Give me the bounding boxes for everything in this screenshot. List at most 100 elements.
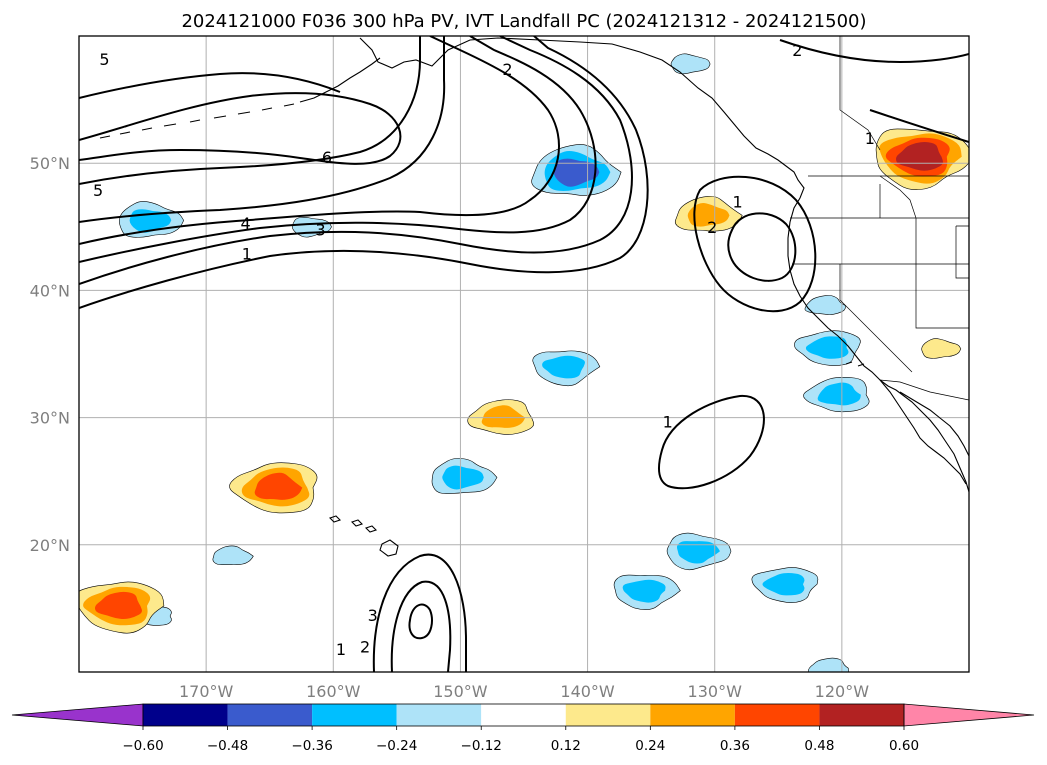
colorbar-segment: [819, 704, 904, 726]
colorbar-tick-label: −0.24: [376, 738, 417, 754]
contour-line-lowest: [79, 36, 649, 309]
contour-label: 1: [336, 640, 346, 659]
positive-pv-anomaly: [79, 581, 165, 634]
lat-tick-label: 30°N: [30, 409, 70, 428]
pv-anomaly-level-2: [622, 579, 666, 603]
negative-pv-anomaly: [808, 657, 849, 672]
negative-pv-anomaly: [119, 201, 185, 238]
contour-line-2-large: [79, 36, 597, 263]
colorbar-tick-label: −0.36: [291, 738, 332, 754]
pv-anomaly-level-1: [808, 657, 849, 672]
contour-ring-1-pacific-nw: [693, 175, 817, 313]
negative-pv-anomaly: [532, 350, 601, 387]
north-america-coast: [359, 37, 969, 493]
colorbar-tick-labels: −0.60 −0.48 −0.36 −0.24 −0.12 0.12 0.24 0.36 0.4…: [122, 726, 919, 754]
contour-label: 1: [242, 245, 252, 264]
pv-anomaly-level-1: [921, 338, 962, 359]
negative-pv-anomaly: [804, 295, 846, 315]
colorbar-tick-label: −0.12: [461, 738, 502, 754]
colorbar-segment: [650, 704, 735, 726]
colorbar: [11, 703, 1035, 727]
colorbar-segment: [481, 704, 566, 726]
negative-pv-anomaly: [613, 574, 681, 610]
idaho-border: [879, 175, 969, 329]
longitude-tick-labels: 170°W 160°W 150°W 140°W 130°W 120°W: [179, 682, 869, 701]
contour-label: 3: [368, 606, 378, 625]
us-mexico-border: [879, 379, 969, 401]
contour-label: 2: [502, 60, 512, 79]
gridlines: [79, 36, 969, 672]
contour-label: 1: [663, 412, 673, 431]
lat-tick-label: 50°N: [30, 154, 70, 173]
contour-line-5: [79, 36, 421, 185]
positive-pv-anomaly: [467, 399, 534, 435]
contour-line-3-large: [79, 36, 560, 245]
colorbar-segment: [734, 704, 820, 726]
contour-line-4: [79, 36, 446, 223]
contour-line-5-top: [79, 72, 341, 99]
positive-pv-anomaly: [674, 195, 743, 232]
lon-tick-label: 120°W: [815, 682, 870, 701]
colorbar-segment: [565, 704, 651, 726]
contour-label: 2: [707, 218, 717, 237]
colorbar-segment: [312, 704, 397, 726]
negative-pv-anomaly: [531, 144, 622, 196]
hawaiian-islands: [328, 515, 399, 557]
pv-anomaly-fills: [79, 53, 969, 672]
contour-ring-2-south: [390, 580, 452, 672]
alaska-peninsula-coast: [299, 57, 381, 103]
aleutian-islands: [99, 103, 295, 139]
lat-tick-label: 20°N: [30, 536, 70, 555]
pv-anomaly-level-2: [817, 382, 861, 406]
montana-border: [955, 225, 969, 279]
pv-anomaly-level-1: [212, 545, 254, 566]
channel-islands: [845, 361, 865, 367]
contour-ring-3-south: [408, 603, 433, 640]
pv-anomaly-level-2: [676, 541, 720, 564]
pv-anomaly-level-3: [94, 591, 142, 619]
pv-anomaly-level-3: [254, 472, 303, 500]
lat-tick-label: 40°N: [30, 281, 70, 300]
baja-california-coast: [879, 379, 967, 485]
contour-label: 1: [865, 129, 875, 148]
contour-label: 2: [360, 638, 370, 657]
colorbar-tick-label: 0.12: [551, 738, 581, 754]
colorbar-segment: [396, 704, 482, 726]
colorbar-tick-label: −0.48: [207, 738, 248, 754]
lon-tick-label: 130°W: [688, 682, 743, 701]
figure-title: 2024121000 F036 300 hPa PV, IVT Landfall…: [181, 11, 866, 32]
lon-tick-label: 170°W: [179, 682, 234, 701]
pv-anomaly-level-2: [762, 573, 805, 596]
colorbar-extend-low: [11, 703, 144, 727]
colorbar-tick-label: 0.36: [720, 738, 750, 754]
negative-pv-anomaly: [212, 545, 254, 566]
gulf-of-california-coast: [899, 391, 969, 457]
contour-label: 2: [792, 41, 802, 60]
negative-pv-anomaly: [431, 458, 498, 494]
map-frame: [78, 35, 970, 673]
pv-anomaly-level-2: [687, 203, 730, 227]
colorbar-tick-label: 0.24: [635, 738, 665, 754]
colorbar-outline: [142, 703, 905, 727]
pv-anomaly-level-2: [481, 405, 526, 428]
political-borders: [790, 36, 969, 401]
contour-line-2-northeast: [779, 39, 969, 64]
oregon-washington-border: [790, 184, 969, 219]
colorbar-segment: [143, 704, 228, 726]
colorbar-segment: [227, 704, 313, 726]
contour-line-1-large: [79, 36, 633, 285]
positive-pv-anomaly: [875, 128, 969, 190]
lon-tick-label: 150°W: [433, 682, 488, 701]
positive-pv-anomaly: [229, 462, 318, 514]
colorbar-tick-label: 0.60: [889, 738, 919, 754]
latitude-tick-labels: 50°N 40°N 30°N 20°N: [30, 154, 70, 555]
lon-tick-label: 160°W: [306, 682, 361, 701]
colorbar-extend-high: [903, 703, 1035, 727]
coastlines: [99, 37, 969, 557]
pv-anomaly-level-2: [542, 355, 585, 379]
contour-label: 4: [240, 214, 250, 233]
canada-province-border: [839, 36, 881, 151]
positive-pv-anomaly: [921, 338, 962, 359]
